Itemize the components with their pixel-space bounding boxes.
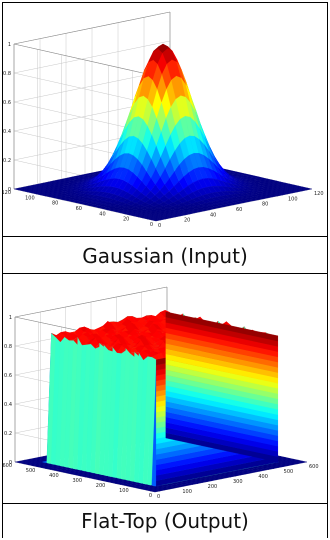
surface-patch <box>297 460 308 464</box>
surface-walls <box>156 311 278 487</box>
z-tick-label: 0 <box>9 460 12 466</box>
x-tick-label: 100 <box>288 196 298 202</box>
y-tick-label: 400 <box>49 473 59 479</box>
tick-labels: 00.20.40.60.8101002003004005006000100200… <box>3 315 319 500</box>
y-tick-label: 300 <box>72 478 82 484</box>
z-tick-label: 0.4 <box>4 402 12 408</box>
x-tick-label: 0 <box>158 223 161 229</box>
z-tick-label: 0.8 <box>3 71 11 77</box>
gaussian-surface-plot: 00.20.40.60.8102040608010012002040608010… <box>3 11 324 229</box>
surface-patch <box>302 187 313 191</box>
y-tick-label: 100 <box>119 488 129 494</box>
x-tick-label: 40 <box>210 212 216 218</box>
x-tick-label: 100 <box>182 489 192 495</box>
x-tick-label: 400 <box>258 474 268 480</box>
x-tick-label: 500 <box>284 469 294 475</box>
y-tick-label: 0 <box>150 222 153 228</box>
tick-labels: 00.20.40.60.8102040608010012002040608010… <box>3 42 324 229</box>
y-tick-label: 0 <box>149 493 152 499</box>
y-tick-label: 60 <box>76 206 82 212</box>
surface-wall-band <box>165 311 278 342</box>
z-tick-label: 1 <box>9 315 12 321</box>
x-tick-label: 600 <box>309 464 319 470</box>
z-tick-label: 0.6 <box>4 373 12 379</box>
surface-mesh <box>13 43 313 222</box>
y-tick-label: 20 <box>123 217 129 223</box>
x-tick-label: 60 <box>236 207 242 213</box>
y-tick-label: 100 <box>25 195 35 201</box>
flattop-plot-panel: 0 0.2 0.4 0.6 0.8 1 0 100 200 300 400 500 600 0 100 200… <box>3 273 327 504</box>
flattop-caption: Flat-Top (Output) <box>3 503 327 538</box>
z-tick-label: 0.8 <box>4 344 12 350</box>
x-tick-label: 300 <box>233 479 243 485</box>
y-tick-label: 200 <box>96 483 106 489</box>
z-tick-label: 0.4 <box>3 129 11 135</box>
y-tick-label: 80 <box>52 201 58 207</box>
z-tick-label: 0 <box>8 187 11 193</box>
x-tick-label: 80 <box>262 202 268 208</box>
x-tick-label: 120 <box>314 191 324 197</box>
gaussian-plot-panel: 0 0.2 0.4 0.6 0.8 1 0 20 40 60 80 100 120 0 20 40 60 80 10… <box>3 3 327 236</box>
flattop-surface-plot: 00.20.40.60.8101002003004005006000100200… <box>3 286 319 500</box>
y-tick-label: 120 <box>3 190 11 196</box>
z-tick-label: 0.2 <box>4 431 12 437</box>
z-tick-label: 1 <box>8 42 11 48</box>
x-tick-label: 0 <box>157 494 160 500</box>
x-tick-label: 20 <box>184 218 190 224</box>
gaussian-caption: Gaussian (Input) <box>3 236 327 274</box>
z-tick-label: 0.2 <box>3 158 11 164</box>
y-tick-label: 40 <box>99 211 105 217</box>
z-tick-label: 0.6 <box>3 100 11 106</box>
y-tick-label: 500 <box>26 468 36 474</box>
y-tick-label: 600 <box>3 463 12 469</box>
x-tick-label: 200 <box>208 484 218 490</box>
